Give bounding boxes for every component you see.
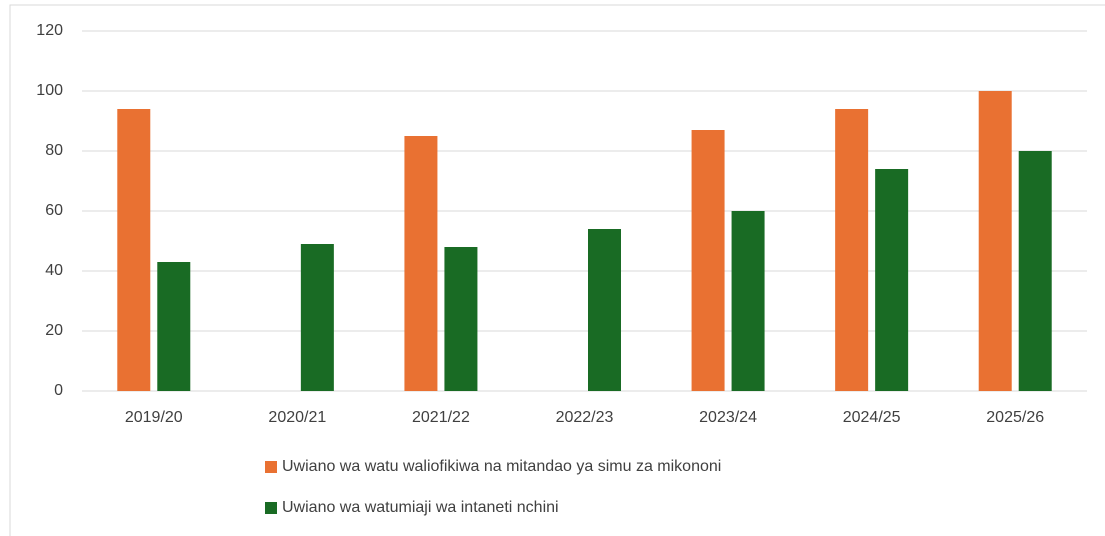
y-tick-label: 0 <box>54 382 63 399</box>
legend-label: Uwiano wa watumiaji wa intaneti nchini <box>282 499 559 516</box>
x-tick-label: 2020/21 <box>268 409 326 426</box>
legend-swatch <box>265 502 277 514</box>
bar <box>978 91 1012 391</box>
x-tick-label: 2022/23 <box>556 409 614 426</box>
bar <box>300 244 334 391</box>
bar <box>444 247 478 391</box>
bar <box>835 109 869 391</box>
chart-border <box>9 4 1105 536</box>
x-tick-label: 2025/26 <box>986 409 1044 426</box>
y-tick-label: 120 <box>36 22 63 39</box>
legend-swatch <box>265 461 277 473</box>
bar <box>117 109 151 391</box>
y-tick-label: 20 <box>45 322 63 339</box>
bar <box>691 130 725 391</box>
bar <box>875 169 909 391</box>
bar <box>157 262 191 391</box>
x-tick-label: 2021/22 <box>412 409 470 426</box>
bar <box>1018 151 1052 391</box>
bar <box>588 229 621 391</box>
y-tick-label: 60 <box>45 202 63 219</box>
y-tick-label: 40 <box>45 262 63 279</box>
y-tick-label: 80 <box>45 142 63 159</box>
bar <box>404 136 438 391</box>
x-tick-label: 2024/25 <box>843 409 901 426</box>
legend-label: Uwiano wa watu waliofikiwa na mitandao y… <box>282 458 721 475</box>
y-tick-label: 100 <box>36 82 63 99</box>
bar <box>731 211 765 391</box>
x-tick-label: 2023/24 <box>699 409 757 426</box>
x-tick-label: 2019/20 <box>125 409 183 426</box>
